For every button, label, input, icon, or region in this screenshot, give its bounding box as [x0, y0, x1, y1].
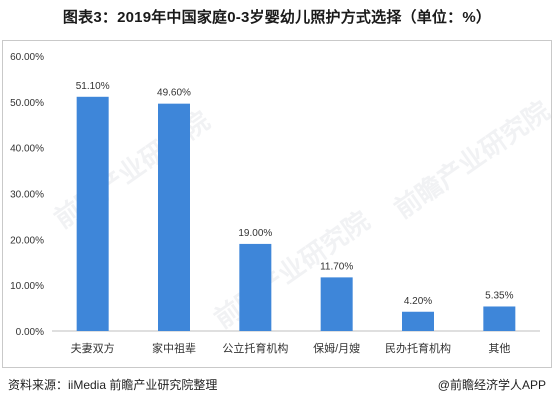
x-tick-label: 公立托育机构 — [222, 341, 288, 355]
brand-credit: @前瞻经济学人APP — [437, 378, 546, 392]
x-tick-label: 家中祖辈 — [152, 341, 196, 355]
bar — [76, 96, 109, 332]
bar — [239, 243, 272, 331]
y-tick-label: 0.00% — [16, 327, 44, 338]
bar-value-label: 51.10% — [76, 81, 110, 92]
x-tick-label: 夫妻双方 — [71, 341, 115, 355]
y-tick-label: 10.00% — [10, 281, 44, 292]
bar-value-label: 5.35% — [485, 290, 513, 301]
y-tick-label: 20.00% — [10, 235, 44, 246]
bar — [320, 277, 353, 331]
bar — [483, 306, 516, 331]
y-tick-label: 40.00% — [10, 144, 44, 155]
bar — [402, 311, 434, 331]
bar-value-label: 49.60% — [157, 88, 191, 99]
chart-title: 图表3：2019年中国家庭0-3岁婴幼儿照护方式选择（单位：%） — [62, 9, 492, 26]
source-note: 资料来源：iiMedia 前瞻产业研究院整理 — [8, 378, 218, 392]
y-tick-label: 60.00% — [10, 52, 44, 63]
y-tick-label: 50.00% — [10, 98, 44, 109]
bar-value-label: 11.70% — [320, 261, 353, 272]
bar-value-label: 19.00% — [238, 228, 272, 239]
y-tick-label: 30.00% — [10, 190, 44, 201]
bar — [158, 103, 190, 332]
x-tick-label: 保姆/月嫂 — [313, 341, 360, 355]
bar-value-label: 4.20% — [404, 296, 432, 307]
x-tick-label: 其他 — [488, 342, 510, 355]
x-tick-label: 民办托育机构 — [385, 341, 451, 355]
